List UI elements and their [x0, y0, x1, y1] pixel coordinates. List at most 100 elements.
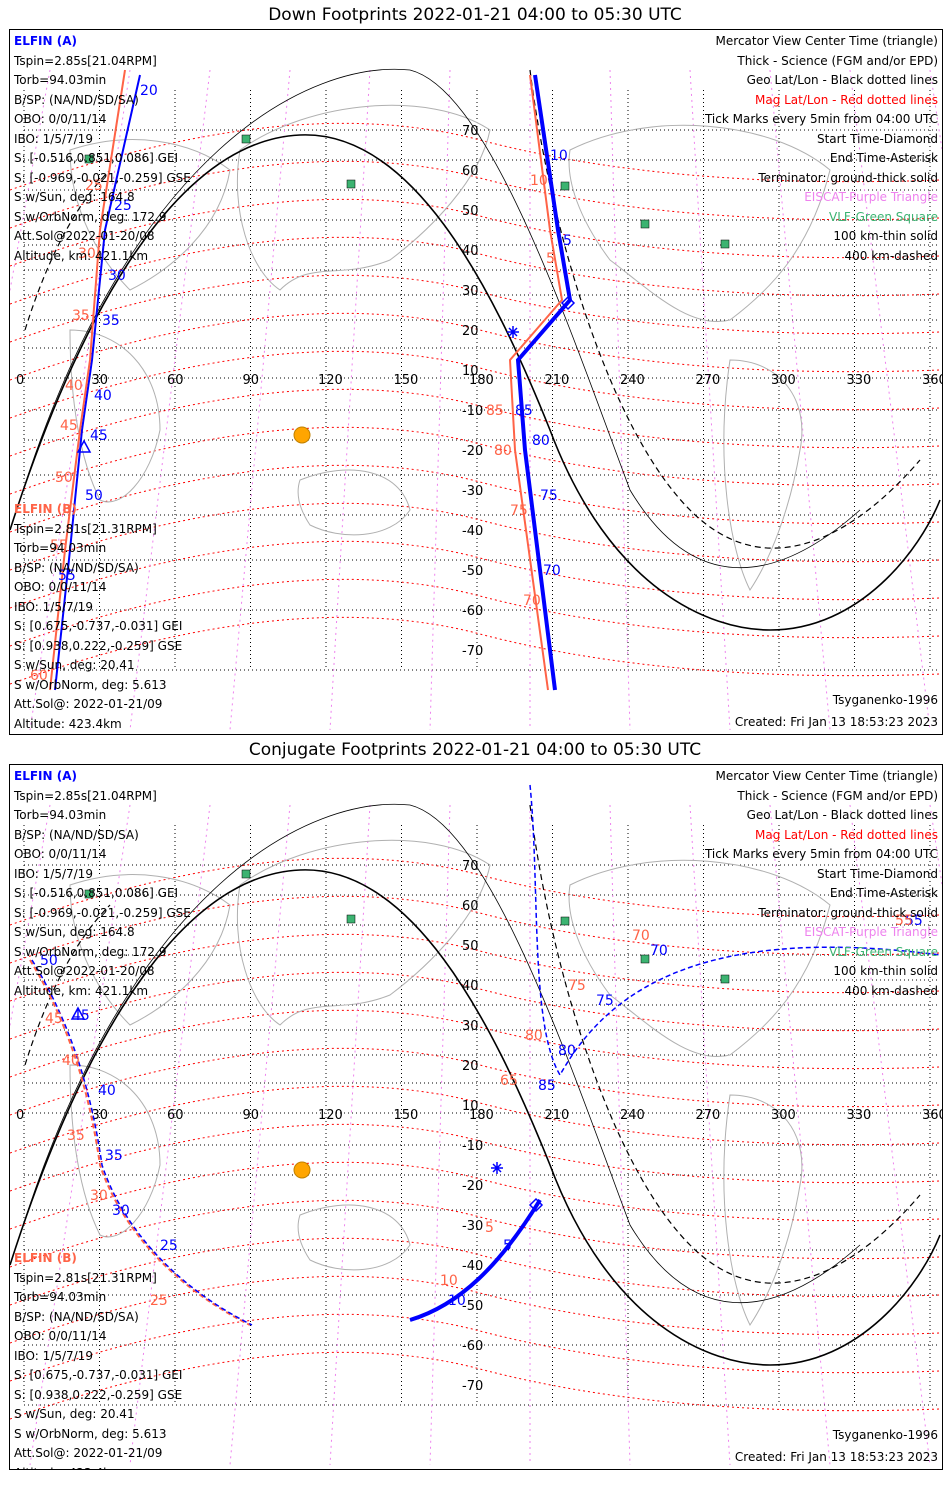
elfin-a-info: ELFIN (A) Tspin=2.85s[21.04RPM] Torb=94.0… — [14, 32, 191, 266]
legend-line: 100 km-thin solid — [833, 964, 938, 978]
latitude-label: 10 — [462, 1099, 479, 1114]
latitude-label: 20 — [462, 324, 479, 339]
longitude-label: 330 — [847, 1108, 872, 1123]
elfin-a-tick-label: 55 — [58, 568, 76, 584]
elfin-b-tick-label: 55 — [50, 538, 68, 554]
info-line: Att.Sol@: 2022-01-21/09 — [14, 1446, 163, 1460]
info-line: S w/OrbNorm, deg: 5.613 — [14, 1426, 167, 1441]
mag-longitude-line — [689, 69, 731, 731]
longitude-label: 210 — [545, 1108, 570, 1123]
vlf-station-marker — [241, 869, 251, 879]
mag-latitude-line — [10, 1199, 941, 1268]
info-line: S: [0.675,-0.737,-0.031] GEI — [14, 1368, 183, 1382]
latitude-label: 20 — [462, 1059, 479, 1074]
elfin-a-track-science — [515, 74, 573, 691]
latitude-label: 60 — [462, 899, 479, 914]
info-line: Altitude, km: 421.1km — [14, 983, 149, 998]
info-line: B/SP: (NA/ND/SD/SA) — [14, 560, 139, 575]
latitude-label: -40 — [462, 524, 483, 539]
mag-latitude-line — [10, 1313, 941, 1382]
info-line: S: [-0.516,0.851,0.086] GEI — [14, 151, 179, 165]
elfin-b-track — [29, 959, 251, 1326]
legend-line: End Time-Asterisk — [829, 151, 938, 165]
mag-longitude-line — [329, 69, 371, 731]
elfin-a-tick-label: 10 — [550, 148, 568, 164]
vlf-station-marker — [560, 916, 570, 926]
elfin-b-tick-label: 70 — [523, 593, 541, 609]
longitude-label: 60 — [167, 1108, 184, 1123]
mag-latitude-line — [10, 464, 941, 533]
mag-latitude-line — [10, 312, 941, 381]
mag-latitude-line — [10, 895, 941, 964]
longitude-label: 120 — [318, 1108, 343, 1123]
info-line: Torb=94.03min — [14, 808, 107, 822]
latitude-label: 30 — [462, 284, 479, 299]
elfin-a-tick-label: 85 — [515, 403, 533, 419]
elfin-a-tick-label: 45 — [72, 1008, 90, 1024]
legend-line: Start Time-Diamond — [816, 131, 938, 146]
elfin-a-track-science — [409, 1198, 542, 1322]
elfin-b-tick-label: 30 — [90, 1188, 108, 1204]
mag-latitude-line — [10, 236, 941, 305]
elfin-a-tick-label: 40 — [94, 388, 112, 404]
elfin-a-track — [54, 74, 141, 691]
elfin-b-tick-label: 35 — [72, 308, 90, 324]
longitude-label: 60 — [167, 373, 184, 388]
info-line: IBO: 1/5/7/19 — [14, 131, 93, 146]
elfin-b-tick-label: 40 — [62, 1053, 80, 1069]
elfin-b-track-science — [508, 74, 564, 691]
elfin-a-tick-label: 5 — [563, 233, 572, 249]
latitude-label: 50 — [462, 939, 479, 954]
vlf-station-marker — [241, 134, 251, 144]
legend-line: Terminator: ground-thick solid — [758, 905, 938, 920]
elfin-a-tick-label: 25 — [114, 198, 132, 214]
legend-line: 100 km-thin solid — [833, 229, 938, 243]
map-canvas-conjugate: 0 30 60 90 120 150 180 210 240 270 300 330 360 70 60 50… — [10, 784, 942, 1466]
longitude-label: 30 — [92, 1108, 109, 1123]
vlf-station-marker — [720, 239, 730, 249]
elfin-b-tick-label: 40 — [65, 378, 83, 394]
latitude-label: 10 — [462, 364, 479, 379]
info-line: Att.Sol@2022-01-20/08 — [14, 964, 155, 978]
longitude-label: 0 — [16, 1108, 24, 1123]
mag-longitude-line — [429, 69, 451, 731]
latitude-label: -60 — [462, 604, 483, 619]
longitude-label: 270 — [696, 1108, 721, 1123]
coastline — [568, 859, 831, 1057]
info-line: OBO: 0/0/11/14 — [14, 112, 107, 126]
elfin-b-tick-label: 25 — [150, 1293, 168, 1309]
elfin-b-tick-label: 60 — [30, 668, 48, 684]
legend-line: Mag Lat/Lon - Red dotted lines — [754, 92, 938, 107]
longitude-label: 180 — [469, 1108, 494, 1123]
latitude-label: -30 — [462, 1219, 483, 1234]
legend-line: Geo Lat/Lon - Black dotted lines — [746, 73, 938, 87]
mag-latitude-line — [10, 1009, 941, 1078]
map-legend: Mercator View Center Time (triangle) Thic… — [705, 32, 938, 266]
elfin-b-info: ELFIN (B) Tspin=2.81s[21.31RPM] Torb=94.0… — [14, 500, 182, 734]
mag-longitude-line — [769, 69, 831, 731]
elfin-a-tick-label: 70 — [650, 943, 668, 959]
elfin-b-tick-label: 65 — [500, 1073, 518, 1089]
legend-line: 400 km-dashed — [844, 983, 938, 998]
elfin-a-tick-label: 5 — [503, 1238, 512, 1254]
elfin-a-parameters: Tspin=2.85s[21.04RPM] Torb=94.03min B/SP: … — [14, 52, 191, 267]
elfin-a-track — [31, 959, 253, 1326]
terminator-100km — [19, 68, 861, 568]
terminator-100km — [19, 803, 861, 1303]
mag-latitude-line — [10, 1351, 941, 1420]
legend-line: 400 km-dashed — [844, 248, 938, 263]
start-time-diamond — [528, 1197, 544, 1213]
latitude-label: 40 — [462, 979, 479, 994]
elfin-b-tick-label: 45 — [60, 418, 78, 434]
elfin-a-tick-label: 50 — [40, 953, 58, 969]
info-line: S w/Sun, deg: 20.41 — [14, 1407, 135, 1421]
legend-line: Terminator: ground-thick solid — [758, 170, 938, 185]
mag-longitude-line — [609, 804, 631, 1466]
elfin-a-tick-label: 35 — [105, 1148, 123, 1164]
sun-icon — [293, 426, 311, 444]
coastline — [69, 139, 231, 291]
elfin-a-info: ELFIN (A) Tspin=2.85s[21.04RPM] Torb=94.0… — [14, 767, 191, 1001]
elfin-b-tick-label: 10 — [530, 173, 548, 189]
mag-longitude-line — [609, 69, 631, 731]
info-line: S w/OrbNorm, deg: 172.9 — [14, 209, 167, 224]
